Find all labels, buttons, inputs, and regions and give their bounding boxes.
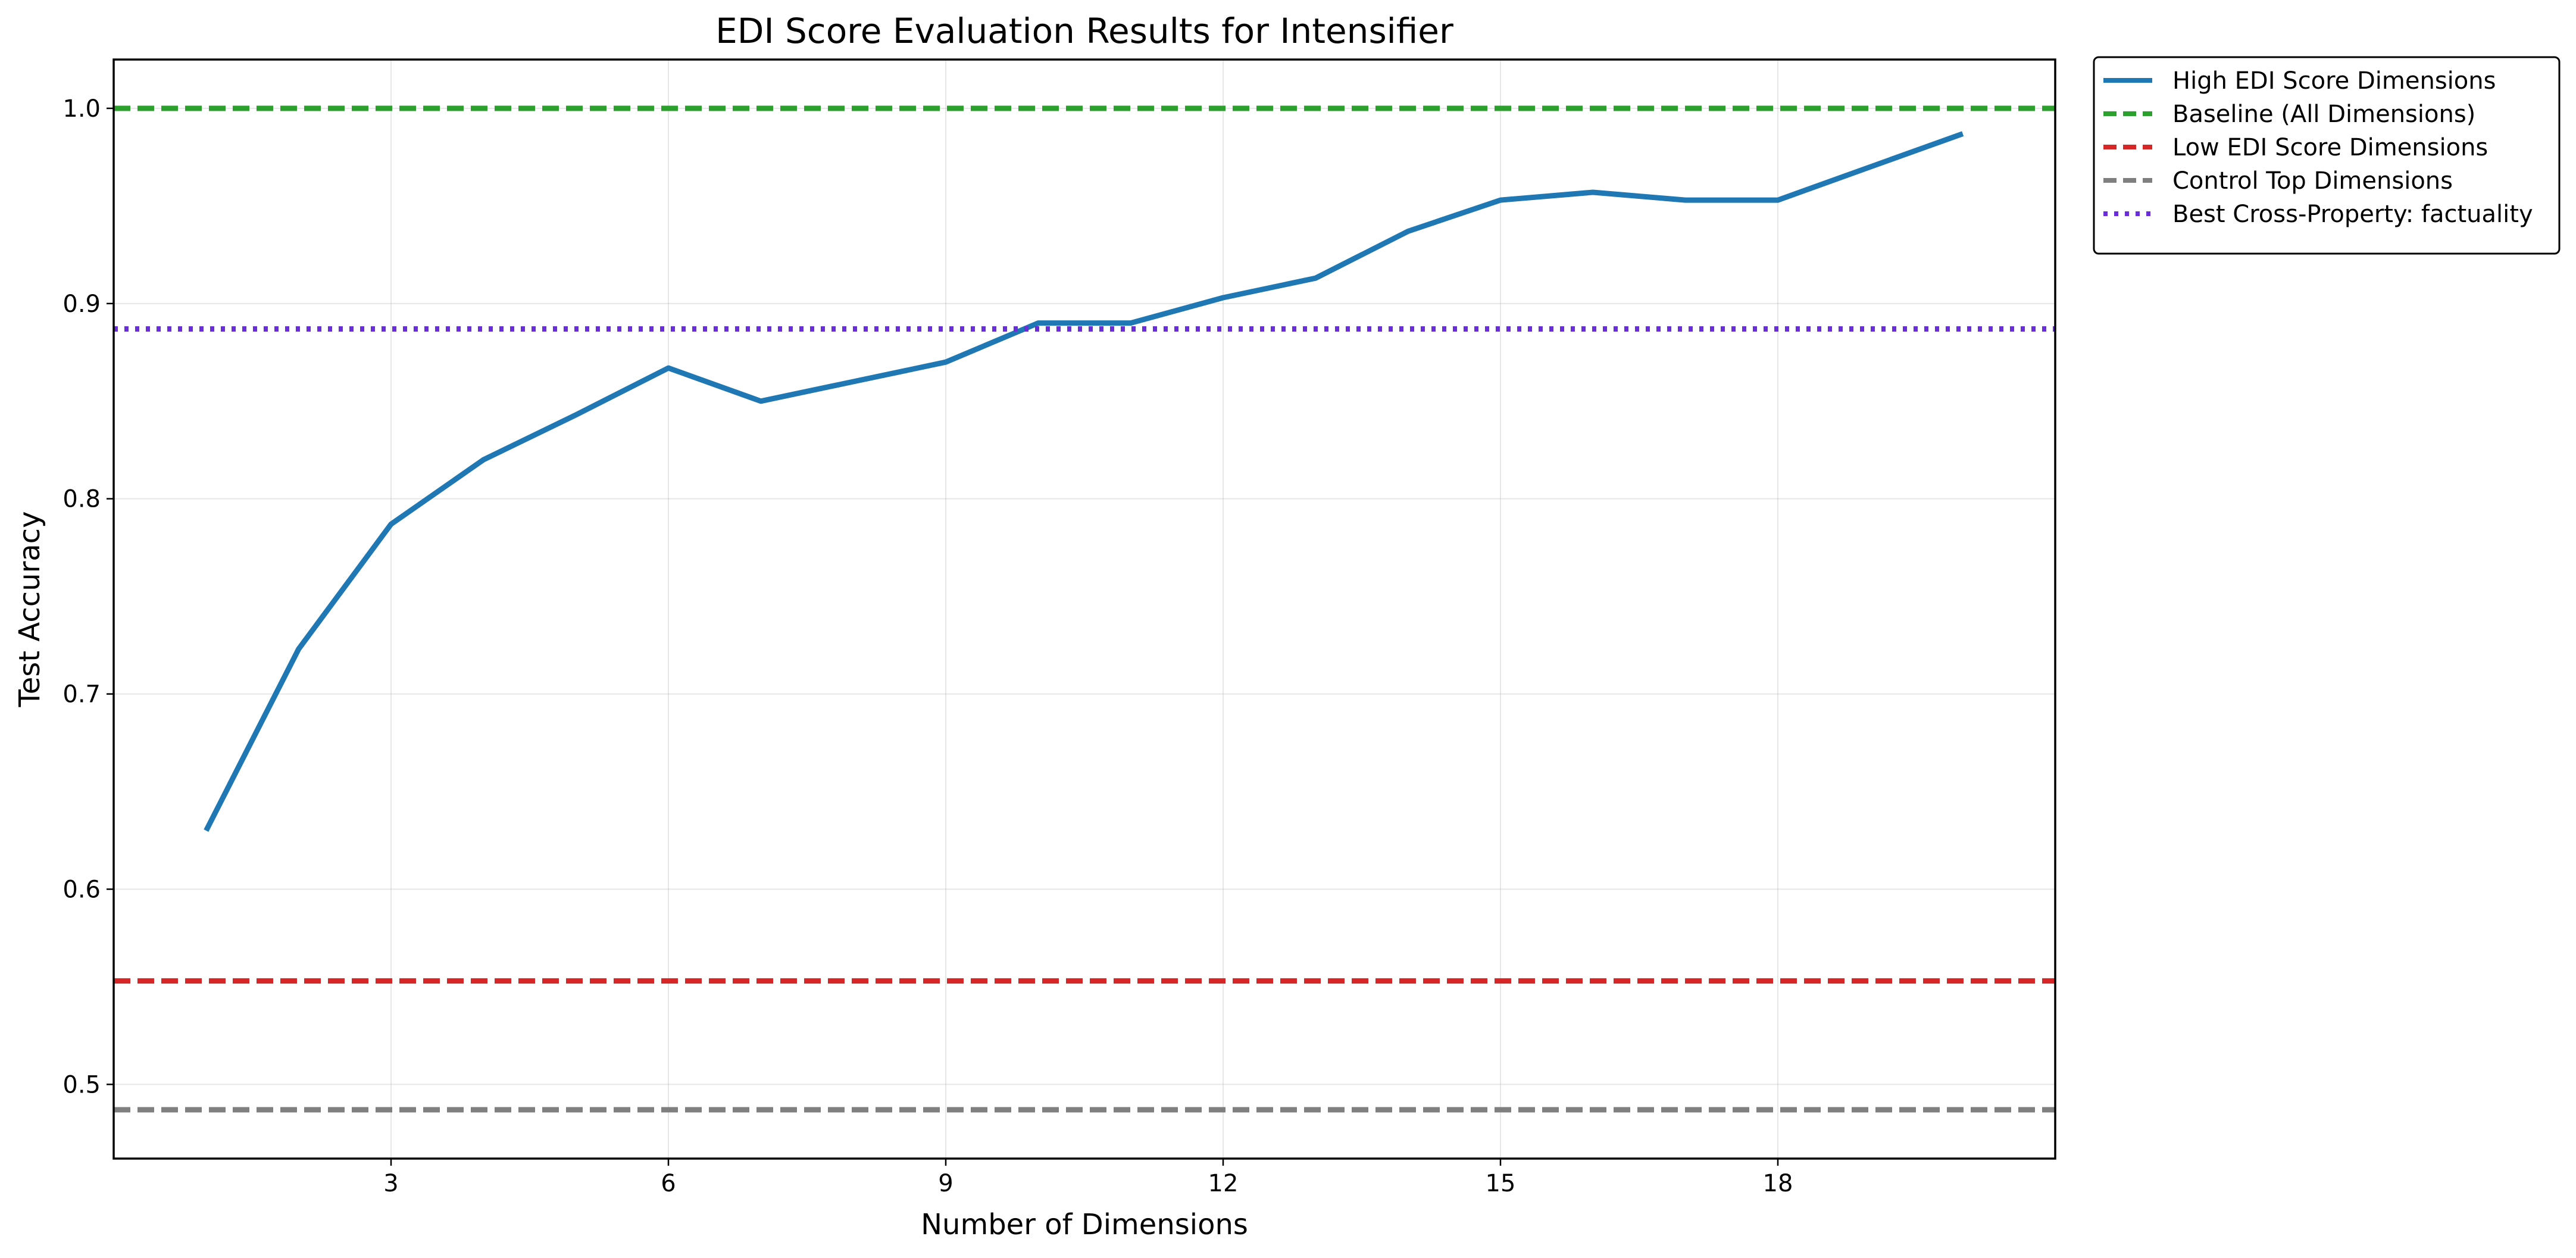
data-point (1685, 199, 1686, 201)
grid (114, 60, 2055, 1159)
plot-area (114, 105, 2055, 1113)
y-tick-label: 1.0 (62, 95, 101, 123)
data-point (1130, 323, 1131, 324)
legend-label: Best Cross-Property: factuality (2172, 201, 2533, 228)
legend: High EDI Score Dimensions Baseline (All D… (2093, 56, 2561, 255)
data-point (1037, 323, 1039, 324)
y-tick-label: 0.7 (62, 681, 101, 708)
y-tick-label: 0.9 (62, 291, 101, 318)
data-point (1408, 231, 1409, 232)
data-point (945, 361, 946, 363)
plot-frame (112, 58, 2056, 1160)
data-point (576, 414, 577, 416)
data-point (1223, 297, 1224, 298)
legend-label: Baseline (All Dimensions) (2172, 101, 2475, 128)
legend-label: Low EDI Score Dimensions (2172, 134, 2488, 161)
y-tick-label: 0.6 (62, 876, 101, 904)
x-tick-label: 15 (1486, 1170, 1516, 1197)
data-point (1962, 133, 1964, 135)
data-point (853, 381, 854, 382)
data-point (1592, 192, 1593, 193)
x-tick-label: 12 (1208, 1170, 1239, 1197)
x-tick-label: 3 (383, 1170, 398, 1197)
legend-label: Control Top Dimensions (2172, 167, 2453, 195)
data-point (1777, 199, 1778, 201)
data-point (298, 648, 299, 650)
series-high-edi-score-dimensions (204, 131, 1964, 832)
legend-label: High EDI Score Dimensions (2172, 67, 2496, 95)
x-tick-label: 18 (1763, 1170, 1793, 1197)
y-axis-title: Test Accuracy (13, 511, 46, 708)
data-point (390, 523, 392, 525)
x-tick-label: 9 (938, 1170, 953, 1197)
data-point (760, 401, 761, 402)
legend-box (2093, 56, 2561, 255)
data-point (205, 830, 207, 831)
y-tick-label: 0.8 (62, 486, 101, 513)
data-point (668, 367, 669, 369)
x-tick-label: 6 (661, 1170, 676, 1197)
data-point (1315, 277, 1316, 279)
axis-ticks: 3 6 9 12 15 18 0.5 0.6 0.7 0.8 0.9 1.0 (62, 95, 1793, 1197)
y-tick-label: 0.5 (62, 1071, 101, 1098)
data-point (483, 459, 484, 460)
data-point (1870, 166, 1871, 167)
chart-title: EDI Score Evaluation Results for Intensi… (715, 11, 1453, 51)
x-axis-title: Number of Dimensions (921, 1208, 1248, 1241)
data-point (1500, 199, 1501, 201)
